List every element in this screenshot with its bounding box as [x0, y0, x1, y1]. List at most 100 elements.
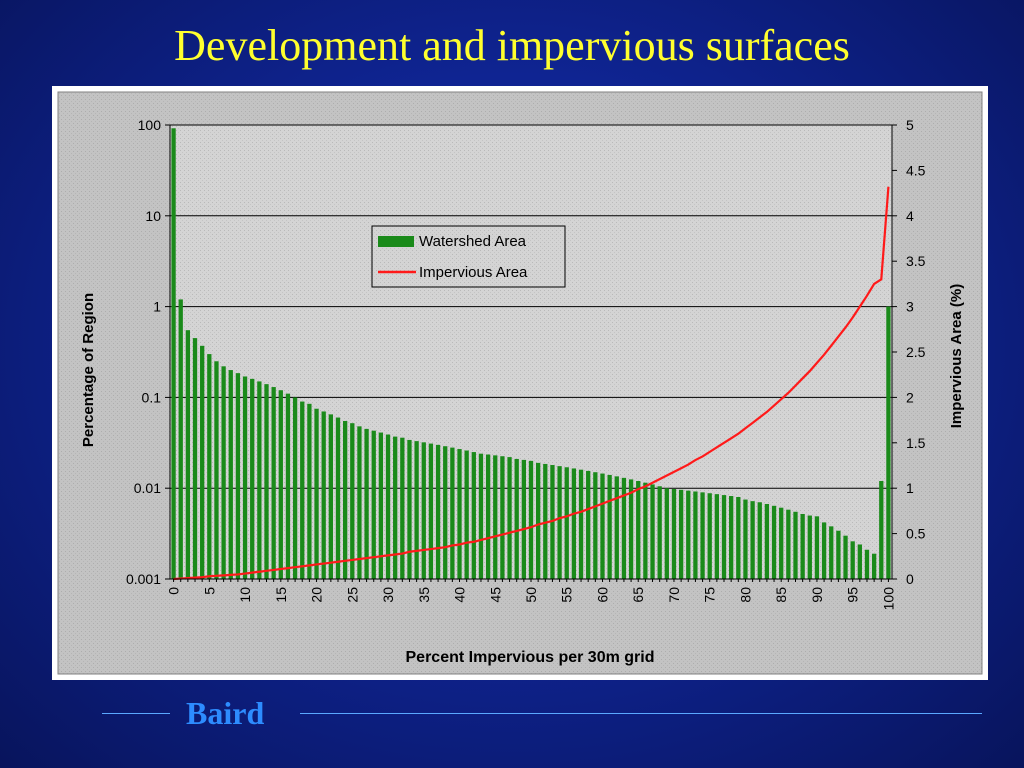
bar	[857, 544, 862, 579]
y2-axis-label: Impervious Area (%)	[948, 284, 965, 429]
bar	[678, 489, 684, 579]
bar	[850, 541, 855, 579]
bar	[700, 492, 705, 579]
bar	[235, 373, 241, 579]
y-tick-label: 0.001	[126, 571, 161, 587]
bar	[821, 522, 827, 579]
footer-line-left	[102, 713, 170, 714]
x-tick-label: 40	[452, 587, 468, 603]
x-tick-label: 95	[845, 587, 861, 603]
bar	[171, 128, 176, 579]
bar	[693, 491, 698, 579]
bar	[221, 366, 226, 579]
bar	[385, 434, 391, 579]
bar	[271, 387, 276, 579]
bar	[471, 452, 476, 579]
bar	[593, 472, 598, 579]
bar	[414, 441, 419, 579]
bar	[614, 476, 619, 579]
bar	[485, 454, 491, 579]
x-tick-label: 60	[594, 587, 610, 603]
bar	[686, 490, 691, 579]
bar	[771, 505, 777, 579]
bar	[192, 338, 198, 579]
bar	[514, 458, 519, 579]
legend-label-impervious-area: Impervious Area	[419, 264, 528, 281]
bar	[350, 423, 355, 579]
y2-tick-label: 0.5	[906, 526, 926, 542]
x-tick-label: 10	[237, 587, 253, 603]
y2-tick-label: 4	[906, 208, 914, 224]
bar	[364, 428, 369, 579]
x-tick-label: 90	[809, 587, 825, 603]
legend-swatch-watershed-area	[378, 236, 414, 247]
bar	[335, 417, 341, 579]
x-tick-label: 30	[380, 587, 396, 603]
bar	[657, 486, 662, 579]
bar	[621, 477, 627, 579]
bar	[257, 381, 262, 579]
bar	[521, 459, 526, 579]
y-tick-label: 10	[145, 208, 161, 224]
bar	[557, 466, 562, 579]
y2-tick-label: 5	[906, 117, 914, 133]
y2-tick-label: 2	[906, 389, 914, 405]
x-tick-label: 20	[309, 587, 325, 603]
bar	[314, 408, 319, 579]
axes: 0.0010.010.111010000.511.522.533.544.550…	[126, 117, 926, 610]
bar	[664, 488, 669, 579]
bar	[793, 511, 798, 579]
bar	[571, 468, 577, 579]
footer-text: Baird	[186, 695, 265, 731]
bar	[721, 495, 727, 579]
x-tick-label: 65	[630, 587, 646, 603]
bar	[564, 467, 569, 579]
bar	[242, 376, 248, 579]
bar	[843, 535, 848, 579]
bar	[800, 513, 805, 579]
x-tick-label: 85	[773, 587, 789, 603]
x-tick-label: 50	[523, 587, 539, 603]
bar	[836, 530, 841, 579]
bar	[478, 453, 484, 579]
y2-tick-label: 1.5	[906, 435, 926, 451]
bar	[407, 439, 412, 579]
bar	[300, 401, 305, 579]
x-tick-label: 80	[737, 587, 753, 603]
footer-line-right	[300, 713, 982, 714]
bar	[435, 444, 441, 579]
x-tick-label: 35	[416, 587, 432, 603]
x-axis-label: Percent Impervious per 30m grid	[406, 649, 655, 666]
bar	[292, 397, 298, 579]
bar	[371, 430, 376, 579]
bar	[250, 378, 255, 579]
y-tick-label: 1	[153, 299, 161, 315]
slide-title: Development and impervious surfaces	[174, 21, 850, 70]
bar	[393, 436, 398, 579]
bar	[443, 446, 448, 579]
bar	[586, 470, 591, 579]
bar	[536, 462, 541, 579]
bar	[357, 426, 362, 579]
bar	[764, 503, 770, 579]
chart-frame: 0.001 0.01 0.1 1 10 100 0 0.5 1 1.5 2 2.5 3 3.5 4 4.5 5 0…	[52, 86, 988, 680]
x-tick-label: 5	[201, 587, 217, 595]
bar	[871, 553, 877, 579]
bar	[200, 345, 205, 579]
bar	[779, 507, 784, 579]
bar	[328, 414, 333, 579]
bar	[814, 516, 820, 579]
bar	[264, 384, 269, 579]
bar	[643, 482, 648, 579]
bar	[464, 450, 469, 579]
bar	[342, 420, 348, 579]
bar	[457, 449, 462, 579]
bar	[307, 403, 312, 579]
bar	[628, 479, 634, 579]
bar	[214, 361, 219, 579]
y-tick-label: 0.01	[134, 480, 161, 496]
y-tick-label: 0.1	[142, 389, 162, 405]
bar	[421, 442, 426, 579]
y-tick-label: 100	[138, 117, 162, 133]
bar	[707, 493, 712, 579]
